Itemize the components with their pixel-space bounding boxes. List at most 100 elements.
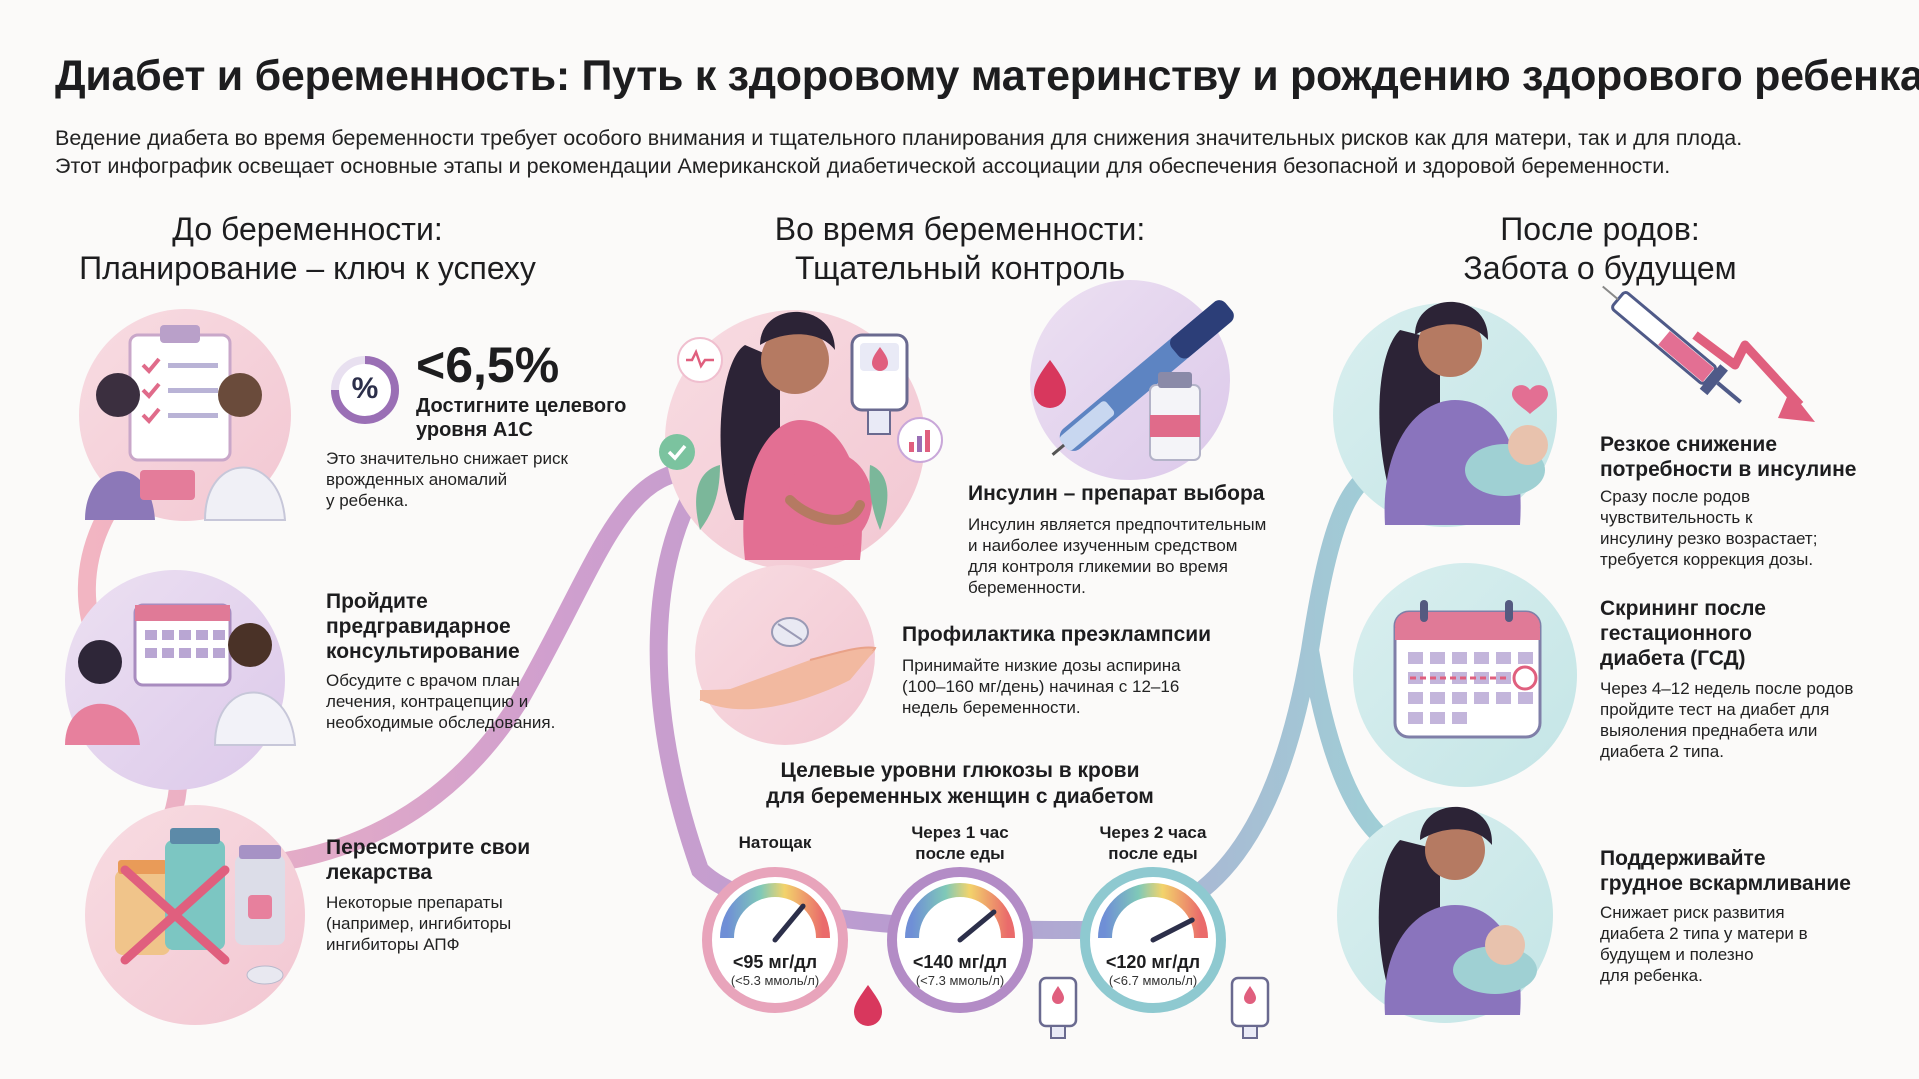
gauge-value-1h-mgdl: <140 мг/дл [912,952,1008,972]
gauge-value-fasting: <95 мг/дл (<5.3 ммоль/л) [705,952,845,988]
gauge-value-1h: <140 мг/дл (<7.3 ммоль/л) [890,952,1030,988]
insulin-title: Инсулин – препарат выбора [968,482,1265,505]
insulin-text-line2: и наиболее изученным средством [968,536,1238,555]
column-header-during-line1: Во время беременности: [774,211,1146,247]
insulin-drop-title-line1: Резкое снижение [1600,433,1778,456]
a1c-text-line2: врожденных аномалий [326,470,508,489]
column-header-before: До беременности: Планирование – ключ к у… [30,210,585,288]
breastfeeding-title-line1: Поддерживайте [1600,847,1766,870]
consult-title-line3: консультирование [326,640,520,663]
consult-title-line2: предгравидарное [326,615,511,638]
gauge-value-2h-mmol: (<6.7 ммоль/л) [1108,973,1198,988]
check-badge-icon [659,434,695,470]
glucose-gauges [702,867,1226,1013]
a1c-description: Это значительно снижает риск врожденных … [326,448,568,511]
gauge-label-2h: Через 2 часа после еды [1073,822,1233,864]
breastfeeding-text-line2: диабета 2 типа у матери в [1600,924,1808,943]
screening-title-line3: диабета (ГСД) [1600,647,1746,670]
insulin-drop-description: Сразу после родов чувствительность к инс… [1600,486,1817,570]
column-header-after-line2: Забота о будущем [1463,250,1737,286]
consult-text-line1: Обсудите с врачом план [326,671,520,690]
meds-text-line3: ингибиторы АПФ [326,935,460,954]
preeclampsia-text-line2: (100–160 мг/день) начиная с 12–16 [902,677,1180,696]
insulin-text-line4: беременности. [968,578,1086,597]
a1c-text-line1: Это значительно снижает риск [326,449,568,468]
percent-icon: % [351,372,379,405]
a1c-title-line2: уровня A1C [416,419,533,441]
gauge-label-2h-line1: Через 2 часа [1099,823,1207,842]
consult-text-line2: лечения, контрацепцию и [326,692,529,711]
breastfeeding-title: Поддерживайте грудное вскармливание [1600,846,1851,896]
meds-text-line2: (например, ингибиторы [326,914,512,933]
consult-description: Обсудите с врачом план лечения, контраце… [326,670,555,733]
insulin-description: Инсулин является предпочтительным и наиб… [968,514,1266,598]
meds-title: Пересмотрите свои лекарства [326,835,530,885]
column-header-after-line1: После родов: [1500,211,1700,247]
insulin-drop-text-line1: Сразу после родов [1600,487,1751,506]
screening-title-line2: гестационного [1600,622,1752,645]
insulin-text-line1: Инсулин является предпочтительным [968,515,1267,534]
breastfeeding-description: Снижает риск развития диабета 2 типа у м… [1600,902,1808,986]
preeclampsia-title: Профилактика преэклампсии [902,623,1212,646]
breastfeeding-text-line1: Снижает риск развития [1600,903,1785,922]
screening-text-line1: Через 4–12 недель после родов [1600,679,1854,698]
gauge-label-2h-line2: после еды [1108,844,1198,863]
meds-description: Некоторые препараты (например, ингибитор… [326,892,511,955]
a1c-title: Достигните целевого уровня A1C [416,394,626,442]
intro-line-2: Этот инфографик освещает основные этапы … [55,154,1671,178]
gauge-label-1h-line2: после еды [915,844,1005,863]
preeclampsia-description: Принимайте низкие дозы аспирина (100–160… [902,655,1181,718]
gauge-label-fasting: Натощак [695,832,855,853]
screening-text-line4: диабета 2 типа. [1600,742,1724,761]
preeclampsia-text-line1: Принимайте низкие дозы аспирина [902,656,1181,675]
screening-title: Скрининг после гестационного диабета (ГС… [1600,596,1766,671]
glucose-title-line1: Целевые уровни глюкозы в крови [780,759,1140,782]
insulin-text-line3: для контроля гликемии во время [968,557,1228,576]
column-header-before-line1: До беременности: [172,211,443,247]
breastfeeding-text-line4: для ребенка. [1600,966,1703,985]
intro-line-1: Ведение диабета во время беременности тр… [55,126,1743,150]
screening-title-line1: Скрининг после [1600,597,1766,620]
insulin-drop-text-line2: чувствительность к [1600,508,1753,527]
gauge-value-1h-mmol: (<7.3 ммоль/л) [915,973,1005,988]
heart-icon [1512,385,1548,414]
meds-title-line2: лекарства [326,861,433,884]
gauge-value-2h-mgdl: <120 мг/дл [1105,952,1201,972]
insulin-drop-title: Резкое снижение потребности в инсулине [1600,432,1856,482]
screening-description: Через 4–12 недель после родов пройдите т… [1600,678,1853,762]
meds-title-line1: Пересмотрите свои [326,836,531,859]
gauge-label-1h: Через 1 час после еды [880,822,1040,864]
heart-monitor-icon [677,337,723,383]
glucometer-icon [850,333,909,435]
chart-badge-icon [897,417,943,463]
glucometer-small-icon-1 [1038,976,1078,1039]
glucometer-small-icon-2 [1230,976,1270,1039]
consult-title-line1: Пройдите [326,590,428,613]
column-header-during: Во время беременности: Тщательный контро… [660,210,1260,288]
intro-text: Ведение диабета во время беременности тр… [55,124,1742,180]
glucose-targets-title: Целевые уровни глюкозы в крови для берем… [720,758,1200,810]
column-header-after: После родов: Забота о будущем [1350,210,1850,288]
gauge-value-fasting-mmol: (<5.3 ммоль/л) [730,973,820,988]
breastfeeding-title-line2: грудное вскармливание [1600,872,1851,895]
meds-text-line1: Некоторые препараты [326,893,503,912]
syringe-arrow-icon [1602,285,1815,422]
consult-text-line3: необходимые обследования. [326,713,556,732]
a1c-text-line3: у ребенка. [326,491,409,510]
gauge-value-fasting-mgdl: <95 мг/дл [732,952,818,972]
insulin-drop-title-line2: потребности в инсулине [1600,458,1857,481]
screening-text-line2: пройдите тест на диабет для [1600,700,1830,719]
screening-text-line3: выяоления преднабета или [1600,721,1818,740]
gauge-label-1h-line1: Через 1 час [911,823,1009,842]
a1c-title-line1: Достигните целевого [416,395,627,417]
blood-drop-icon [854,985,882,1026]
gauge-label-fasting-line1: Натощак [738,833,812,852]
breastfeeding-text-line3: будущем и полезно [1600,945,1754,964]
preeclampsia-text-line3: недель беременности. [902,698,1081,717]
a1c-target-value: <6,5% [416,337,560,393]
insulin-drop-text-line3: инсулину резко возрастает; [1600,529,1818,548]
column-header-before-line2: Планирование – ключ к успеху [79,250,536,286]
column-header-during-line2: Тщательный контроль [794,250,1126,286]
page-title: Диабет и беременность: Путь к здоровому … [55,52,1919,100]
